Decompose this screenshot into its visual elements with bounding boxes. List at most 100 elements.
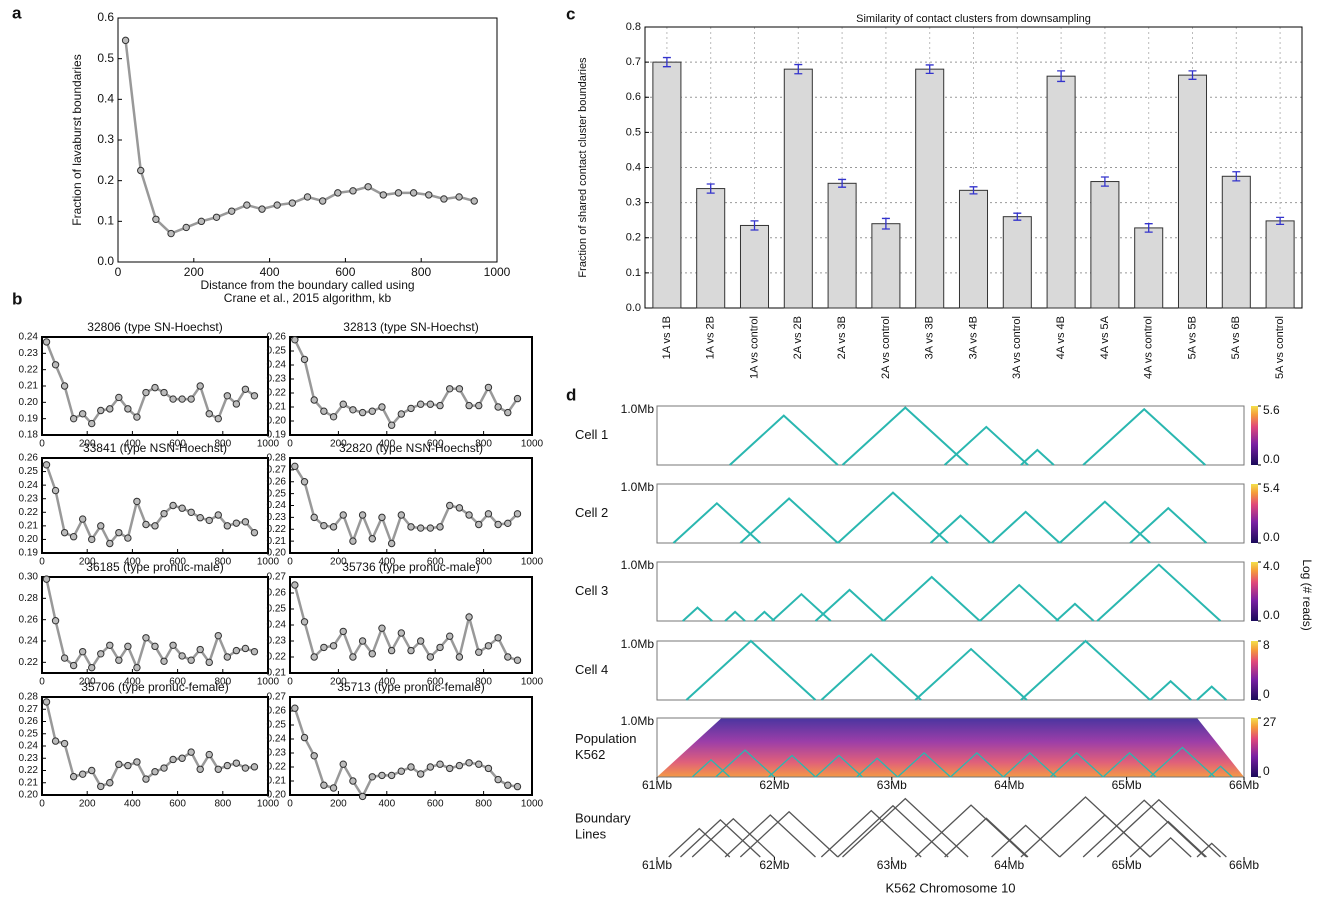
data-point [310, 752, 318, 760]
domain-triangle [1129, 506, 1208, 544]
data-point [425, 191, 433, 199]
data-point [142, 520, 150, 529]
x-tick-label: 1000 [521, 557, 544, 568]
bar [1221, 175, 1251, 309]
x-tick-label: 600 [427, 677, 444, 688]
data-point [455, 193, 463, 201]
data-point [320, 643, 328, 652]
y-tick-label: 0.21 [19, 381, 39, 392]
data-point [446, 385, 454, 393]
error-bar [1188, 70, 1197, 80]
colorbar [1251, 718, 1258, 777]
y-tick-label: 0.2 [626, 232, 641, 244]
domain-triangle [929, 514, 992, 544]
y-tick-label: 0.19 [267, 430, 287, 441]
data-point [250, 392, 259, 400]
y-tick-label: 0.7 [626, 56, 641, 68]
x-tick-label: 800 [411, 265, 431, 279]
x-tick-label: 1000 [521, 677, 544, 688]
x-tick-label: 5A vs 5B [1186, 316, 1198, 359]
bar [783, 68, 813, 309]
y-tick-label: 0.22 [267, 524, 287, 535]
data-point [349, 187, 357, 195]
x-tick-label: 600 [169, 799, 186, 810]
x-tick-label: 64Mb [994, 778, 1024, 792]
data-point [339, 627, 347, 636]
data-point [196, 514, 204, 522]
data-point [465, 401, 473, 410]
data-point [397, 410, 406, 418]
error-bar [969, 186, 978, 195]
data-point [197, 217, 206, 226]
track-label: K562 [575, 747, 605, 762]
bar [871, 223, 901, 309]
track-frame [656, 483, 1245, 544]
track-label: Population [575, 731, 636, 746]
domain-triangle [814, 588, 885, 622]
y-tick-label: 0.5 [97, 51, 114, 65]
y-tick-label: 0.28 [19, 692, 39, 703]
bar [827, 182, 857, 309]
chart-title: Similarity of contact clusters from down… [856, 13, 1091, 25]
y-tick-label: 0.4 [97, 92, 114, 106]
colorbar-tick-label: 8 [1263, 638, 1270, 652]
data-point [504, 653, 512, 661]
track-label: Lines [575, 826, 607, 841]
y-tick-label: 0.4 [626, 161, 641, 173]
data-point [196, 382, 204, 390]
y-tick-label: 0.19 [19, 548, 39, 559]
data-point [223, 522, 232, 530]
line-series [45, 464, 256, 546]
y-tick-label: 0.23 [19, 348, 39, 359]
y-tick-label: 0.26 [19, 453, 39, 464]
data-point [513, 656, 522, 664]
data-point [349, 537, 357, 545]
data-point [169, 641, 177, 649]
y-tick-label: 0.26 [19, 614, 39, 625]
data-point [334, 189, 342, 197]
bar [1265, 220, 1295, 309]
y-tick-label: 0.22 [19, 657, 39, 668]
chart-title: 36185 (type pronuc-male) [86, 560, 223, 574]
plot-frame [41, 457, 269, 554]
x-tick-label: 600 [335, 265, 355, 279]
data-point [121, 36, 130, 45]
data-point [106, 641, 114, 649]
domain-triangle [739, 810, 839, 858]
y-tick-label: 0.24 [267, 360, 287, 371]
data-point [291, 336, 299, 344]
data-point [223, 392, 232, 400]
panel-letter: b [12, 289, 22, 308]
data-point [358, 792, 367, 801]
data-point [407, 763, 415, 771]
y-tick-label: 0.22 [19, 765, 39, 776]
x-tick-label: 0 [39, 677, 45, 688]
domain-triangle [685, 639, 817, 701]
x-tick-label: 1A vs 1B [661, 316, 673, 359]
track-scale-label: 1.0Mb [621, 714, 655, 728]
data-point [178, 395, 186, 403]
y-tick-label: 0.24 [267, 734, 287, 745]
domain-triangle [882, 575, 981, 622]
data-point [291, 462, 299, 471]
y-tick-label: 0.20 [267, 416, 287, 427]
y-tick-label: 0.3 [626, 197, 641, 209]
colorbar [1251, 484, 1258, 543]
data-point [133, 758, 141, 766]
domain-triangle [691, 817, 775, 858]
data-point [513, 510, 522, 518]
data-point [288, 199, 297, 207]
data-point [407, 404, 415, 413]
x-tick-label: 0 [39, 439, 45, 450]
y-tick-label: 0.27 [19, 704, 39, 715]
data-point [310, 513, 318, 522]
data-point [484, 510, 493, 518]
domain-triangle [753, 610, 776, 622]
x-tick-label: 800 [475, 677, 492, 688]
domain-triangle [943, 425, 1029, 466]
y-tick-label: 0.20 [267, 790, 287, 801]
data-point [42, 575, 51, 583]
data-point [250, 528, 259, 537]
data-point [151, 522, 159, 530]
y-tick-label: 0.20 [19, 397, 39, 408]
